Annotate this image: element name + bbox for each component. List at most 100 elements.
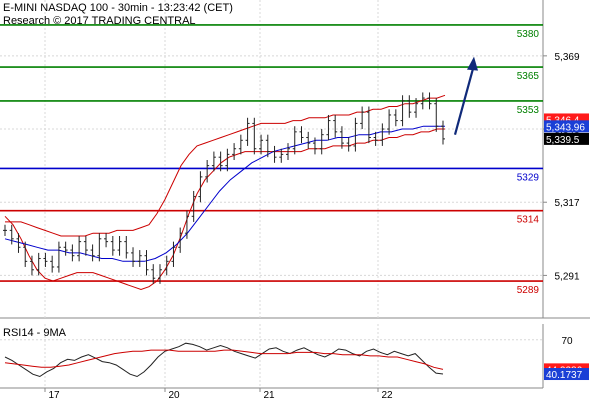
- price-bar: [110, 236, 115, 256]
- rsi-marker-bg: [544, 368, 589, 381]
- price-bar: [319, 129, 324, 155]
- price-bar: [29, 255, 34, 276]
- price-bar: [9, 224, 14, 245]
- price-bar: [104, 233, 109, 248]
- price-bar: [380, 123, 385, 146]
- price-bar: [346, 137, 351, 152]
- price-bar: [77, 236, 82, 262]
- rsi-value-markers: 44.228640.1737: [544, 363, 589, 381]
- price-bar: [205, 160, 210, 183]
- bollinger-bands: [4, 94, 446, 291]
- price-bar: [157, 264, 162, 284]
- price-bar: [198, 171, 203, 203]
- level-label-5353: 5353: [517, 105, 540, 116]
- price-bar: [23, 241, 28, 267]
- price-bar: [63, 241, 68, 256]
- price-bar: [259, 134, 264, 155]
- rsi-marker-40.1737: 40.1737: [544, 368, 589, 381]
- forecast-arrow-shaft: [453, 68, 475, 135]
- price-bar: [414, 98, 419, 118]
- price-marker-bg: [544, 132, 589, 145]
- price-bar: [360, 106, 365, 130]
- level-label-5314: 5314: [517, 215, 540, 226]
- price-marker-label: 5,343.96: [546, 122, 585, 133]
- price-bar: [70, 244, 75, 262]
- price-bar: [144, 250, 149, 276]
- price-marker-5,339.5: 5,339.5: [544, 132, 589, 146]
- main-value-markers: 5,346.45,343.965,339.5: [544, 113, 589, 146]
- price-bars: [3, 92, 445, 284]
- chart-title: E-MINI NASDAQ 100 - 30min - 13:23:42 (CE…: [3, 2, 233, 14]
- price-bar: [312, 137, 317, 155]
- price-bar: [90, 244, 95, 262]
- price-bar: [3, 224, 7, 236]
- price-bar: [36, 252, 41, 276]
- level-label-5289: 5289: [517, 285, 540, 296]
- price-bar: [232, 143, 237, 160]
- price-marker-5,343.96: 5,343.96: [544, 120, 589, 133]
- price-bar: [252, 117, 257, 155]
- price-bar: [171, 241, 176, 267]
- price-bar: [366, 106, 371, 144]
- x-tick-label-17: 17: [48, 390, 60, 400]
- price-bar: [184, 210, 189, 239]
- price-bar: [124, 236, 129, 259]
- price-bar: [279, 148, 284, 163]
- price-bar: [407, 95, 412, 118]
- level-label-5380: 5380: [517, 29, 540, 40]
- price-bar: [299, 126, 304, 144]
- x-tick-label-22: 22: [381, 390, 393, 400]
- price-bar: [56, 241, 61, 273]
- forecast-arrow-head: [467, 56, 478, 71]
- price-bar: [339, 126, 344, 149]
- rsi-y-axis-ticks: 70: [561, 336, 573, 347]
- price-bar: [137, 250, 142, 267]
- price-bar: [164, 255, 169, 276]
- price-bar: [353, 117, 358, 152]
- price-bar: [292, 126, 297, 155]
- price-bar: [272, 145, 277, 163]
- price-bar: [218, 151, 223, 172]
- rsi-line: [4, 342, 444, 378]
- price-bar: [427, 92, 432, 110]
- main-y-tick-label: 5,317: [554, 198, 579, 209]
- price-bar: [211, 151, 216, 172]
- price-bar: [83, 236, 88, 256]
- price-bar: [117, 236, 122, 256]
- price-bar: [420, 92, 425, 110]
- rsi-lines: [4, 342, 444, 378]
- price-marker-bg: [544, 120, 589, 133]
- price-marker-label: 5,339.5: [546, 135, 580, 146]
- price-bar: [245, 117, 250, 146]
- moving-average-line: [4, 125, 445, 262]
- price-bar: [306, 131, 311, 149]
- moving-average: [4, 125, 445, 262]
- x-tick-label-20: 20: [168, 390, 180, 400]
- rsi-ma-line: [4, 349, 444, 370]
- level-label-5365: 5365: [517, 71, 540, 82]
- main-y-tick-label: 5,291: [554, 271, 579, 282]
- price-bar: [191, 190, 196, 222]
- price-bar: [225, 148, 230, 172]
- price-bar: [131, 247, 136, 267]
- price-bar: [43, 252, 48, 267]
- x-tick-label-21: 21: [263, 390, 275, 400]
- x-axis-ticks: 17 20 21 22: [44, 388, 393, 400]
- price-bar: [286, 143, 291, 160]
- forecast-arrow: [453, 56, 478, 135]
- price-bar: [326, 114, 331, 141]
- copyright-text: Research © 2017 TRADING CENTRAL: [3, 15, 196, 27]
- price-bar: [178, 227, 183, 253]
- rsi-title: RSI14 - 9MA: [3, 327, 67, 339]
- price-bar: [97, 233, 102, 262]
- rsi-y-tick-label: 70: [561, 336, 573, 347]
- price-bar: [333, 114, 338, 138]
- price-bar: [265, 134, 270, 158]
- support-resistance-levels: 5380 5365 5353 5329 5314 5289: [0, 24, 543, 296]
- price-bar: [393, 109, 398, 127]
- price-bar: [151, 264, 156, 284]
- price-bar: [50, 255, 55, 273]
- level-label-5329: 5329: [517, 172, 540, 183]
- price-bar: [387, 109, 392, 135]
